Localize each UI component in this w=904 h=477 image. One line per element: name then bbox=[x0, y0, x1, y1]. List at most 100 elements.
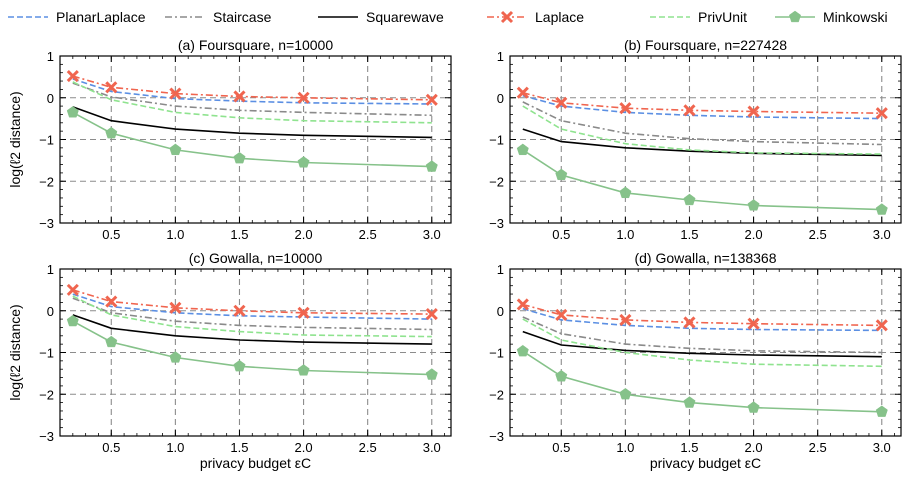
series-minkowski bbox=[66, 314, 438, 380]
x-tick-label: 1.5 bbox=[680, 227, 698, 242]
data-point bbox=[875, 405, 888, 417]
y-tick-label: −2 bbox=[489, 174, 504, 189]
series-minkowski bbox=[516, 143, 888, 215]
series-squarewave bbox=[522, 330, 882, 358]
legend-label: Laplace bbox=[535, 9, 584, 25]
legend-marker bbox=[789, 10, 801, 23]
x-tick-label: 2.0 bbox=[295, 440, 313, 455]
x-tick-label: 2.5 bbox=[359, 227, 377, 242]
data-point bbox=[555, 168, 568, 181]
series-line bbox=[522, 350, 882, 413]
series-line bbox=[522, 316, 882, 354]
legend: PlanarLaplace Staircase Squarewave Laplace P… bbox=[8, 9, 888, 25]
data-point bbox=[297, 91, 310, 104]
y-tick-label: 1 bbox=[497, 49, 504, 64]
y-tick-label: −1 bbox=[39, 346, 54, 361]
series-line bbox=[72, 82, 432, 117]
data-point bbox=[169, 87, 182, 100]
data-point bbox=[233, 90, 246, 103]
series-squarewave bbox=[522, 128, 882, 157]
legend-label: Staircase bbox=[213, 9, 272, 25]
series-line bbox=[72, 320, 432, 376]
legend-label: Squarewave bbox=[366, 9, 444, 25]
legend-label: PlanarLaplace bbox=[56, 9, 146, 25]
y-tick-label: 0 bbox=[47, 304, 54, 319]
chart-panel-1: 0.5 1.0 1.5 2.0 2.5 3.0 −3 −2 −1 0 1 (a) Foursquare… bbox=[7, 37, 452, 242]
data-point bbox=[555, 369, 568, 382]
series-line bbox=[522, 128, 882, 157]
x-tick-label: 1.5 bbox=[230, 440, 248, 455]
x-tick-label: 1.5 bbox=[680, 440, 698, 455]
y-tick-label: −3 bbox=[39, 216, 54, 231]
data-point bbox=[683, 193, 696, 206]
x-tick-label: 1.0 bbox=[616, 440, 634, 455]
data-point bbox=[516, 344, 529, 357]
series-planarlaplace bbox=[522, 307, 882, 332]
series-line bbox=[522, 94, 882, 120]
chart-panel-4: 0.5 1.0 1.5 2.0 2.5 3.0 −3 −2 −1 0 1 (d) Gowalla, n… bbox=[489, 250, 902, 471]
data-point bbox=[169, 301, 182, 314]
x-tick-label: 2.0 bbox=[745, 227, 763, 242]
data-point bbox=[747, 199, 760, 211]
y-tick-label: 0 bbox=[497, 91, 504, 106]
x-tick-label: 2.5 bbox=[809, 227, 827, 242]
data-point bbox=[619, 186, 632, 199]
legend-marker bbox=[500, 10, 514, 24]
series-minkowski bbox=[516, 344, 888, 417]
x-tick-label: 3.0 bbox=[423, 227, 441, 242]
data-point bbox=[747, 401, 760, 413]
data-point bbox=[619, 387, 632, 400]
x-tick-label: 2.5 bbox=[359, 440, 377, 455]
x-tick-label: 1.0 bbox=[166, 227, 184, 242]
data-point bbox=[683, 316, 696, 329]
series-squarewave bbox=[72, 314, 432, 345]
data-point bbox=[875, 319, 888, 332]
data-point bbox=[233, 304, 246, 317]
panel-title: (b) Foursquare, n=227428 bbox=[624, 37, 787, 53]
series-line bbox=[522, 149, 882, 211]
data-point bbox=[66, 106, 79, 118]
data-point bbox=[297, 364, 310, 376]
series-line bbox=[72, 78, 432, 105]
x-tick-label: 2.5 bbox=[809, 440, 827, 455]
panel-title: (a) Foursquare, n=10000 bbox=[178, 37, 333, 53]
series-privunit bbox=[522, 105, 882, 155]
x-tick-label: 1.0 bbox=[166, 440, 184, 455]
series-line bbox=[72, 111, 432, 168]
x-tick-label: 0.5 bbox=[552, 440, 570, 455]
series-laplace bbox=[516, 86, 888, 120]
series-planarlaplace bbox=[522, 94, 882, 120]
data-point bbox=[516, 143, 529, 156]
y-tick-label: −1 bbox=[39, 133, 54, 148]
data-point bbox=[105, 81, 118, 94]
y-tick-label: −2 bbox=[39, 174, 54, 189]
x-tick-label: 3.0 bbox=[873, 440, 891, 455]
data-point bbox=[425, 308, 438, 321]
y-tick-label: 1 bbox=[497, 262, 504, 277]
series-line bbox=[72, 297, 432, 331]
data-point bbox=[169, 143, 182, 156]
series-line bbox=[522, 101, 882, 146]
y-tick-label: −3 bbox=[489, 429, 504, 444]
data-point bbox=[747, 105, 760, 118]
y-tick-label: −2 bbox=[39, 387, 54, 402]
series-privunit bbox=[522, 318, 882, 368]
data-point bbox=[66, 314, 79, 327]
series-laplace bbox=[66, 283, 438, 321]
y-axis-label: log(ℓ2 distance) bbox=[7, 304, 23, 400]
data-point bbox=[66, 283, 79, 296]
series-line bbox=[72, 81, 432, 124]
legend-item-staircase: Staircase bbox=[165, 9, 272, 25]
x-tick-label: 0.5 bbox=[102, 227, 120, 242]
series-planarlaplace bbox=[72, 293, 432, 320]
legend-item-minkowski: Minkowski bbox=[775, 9, 888, 25]
data-point bbox=[297, 156, 310, 168]
data-point bbox=[619, 102, 632, 115]
data-point bbox=[297, 306, 310, 319]
panel-title: (c) Gowalla, n=10000 bbox=[189, 250, 323, 266]
x-tick-label: 3.0 bbox=[873, 227, 891, 242]
series-privunit bbox=[72, 295, 432, 338]
series-line bbox=[522, 307, 882, 332]
data-point bbox=[875, 203, 888, 215]
x-tick-label: 2.0 bbox=[745, 440, 763, 455]
